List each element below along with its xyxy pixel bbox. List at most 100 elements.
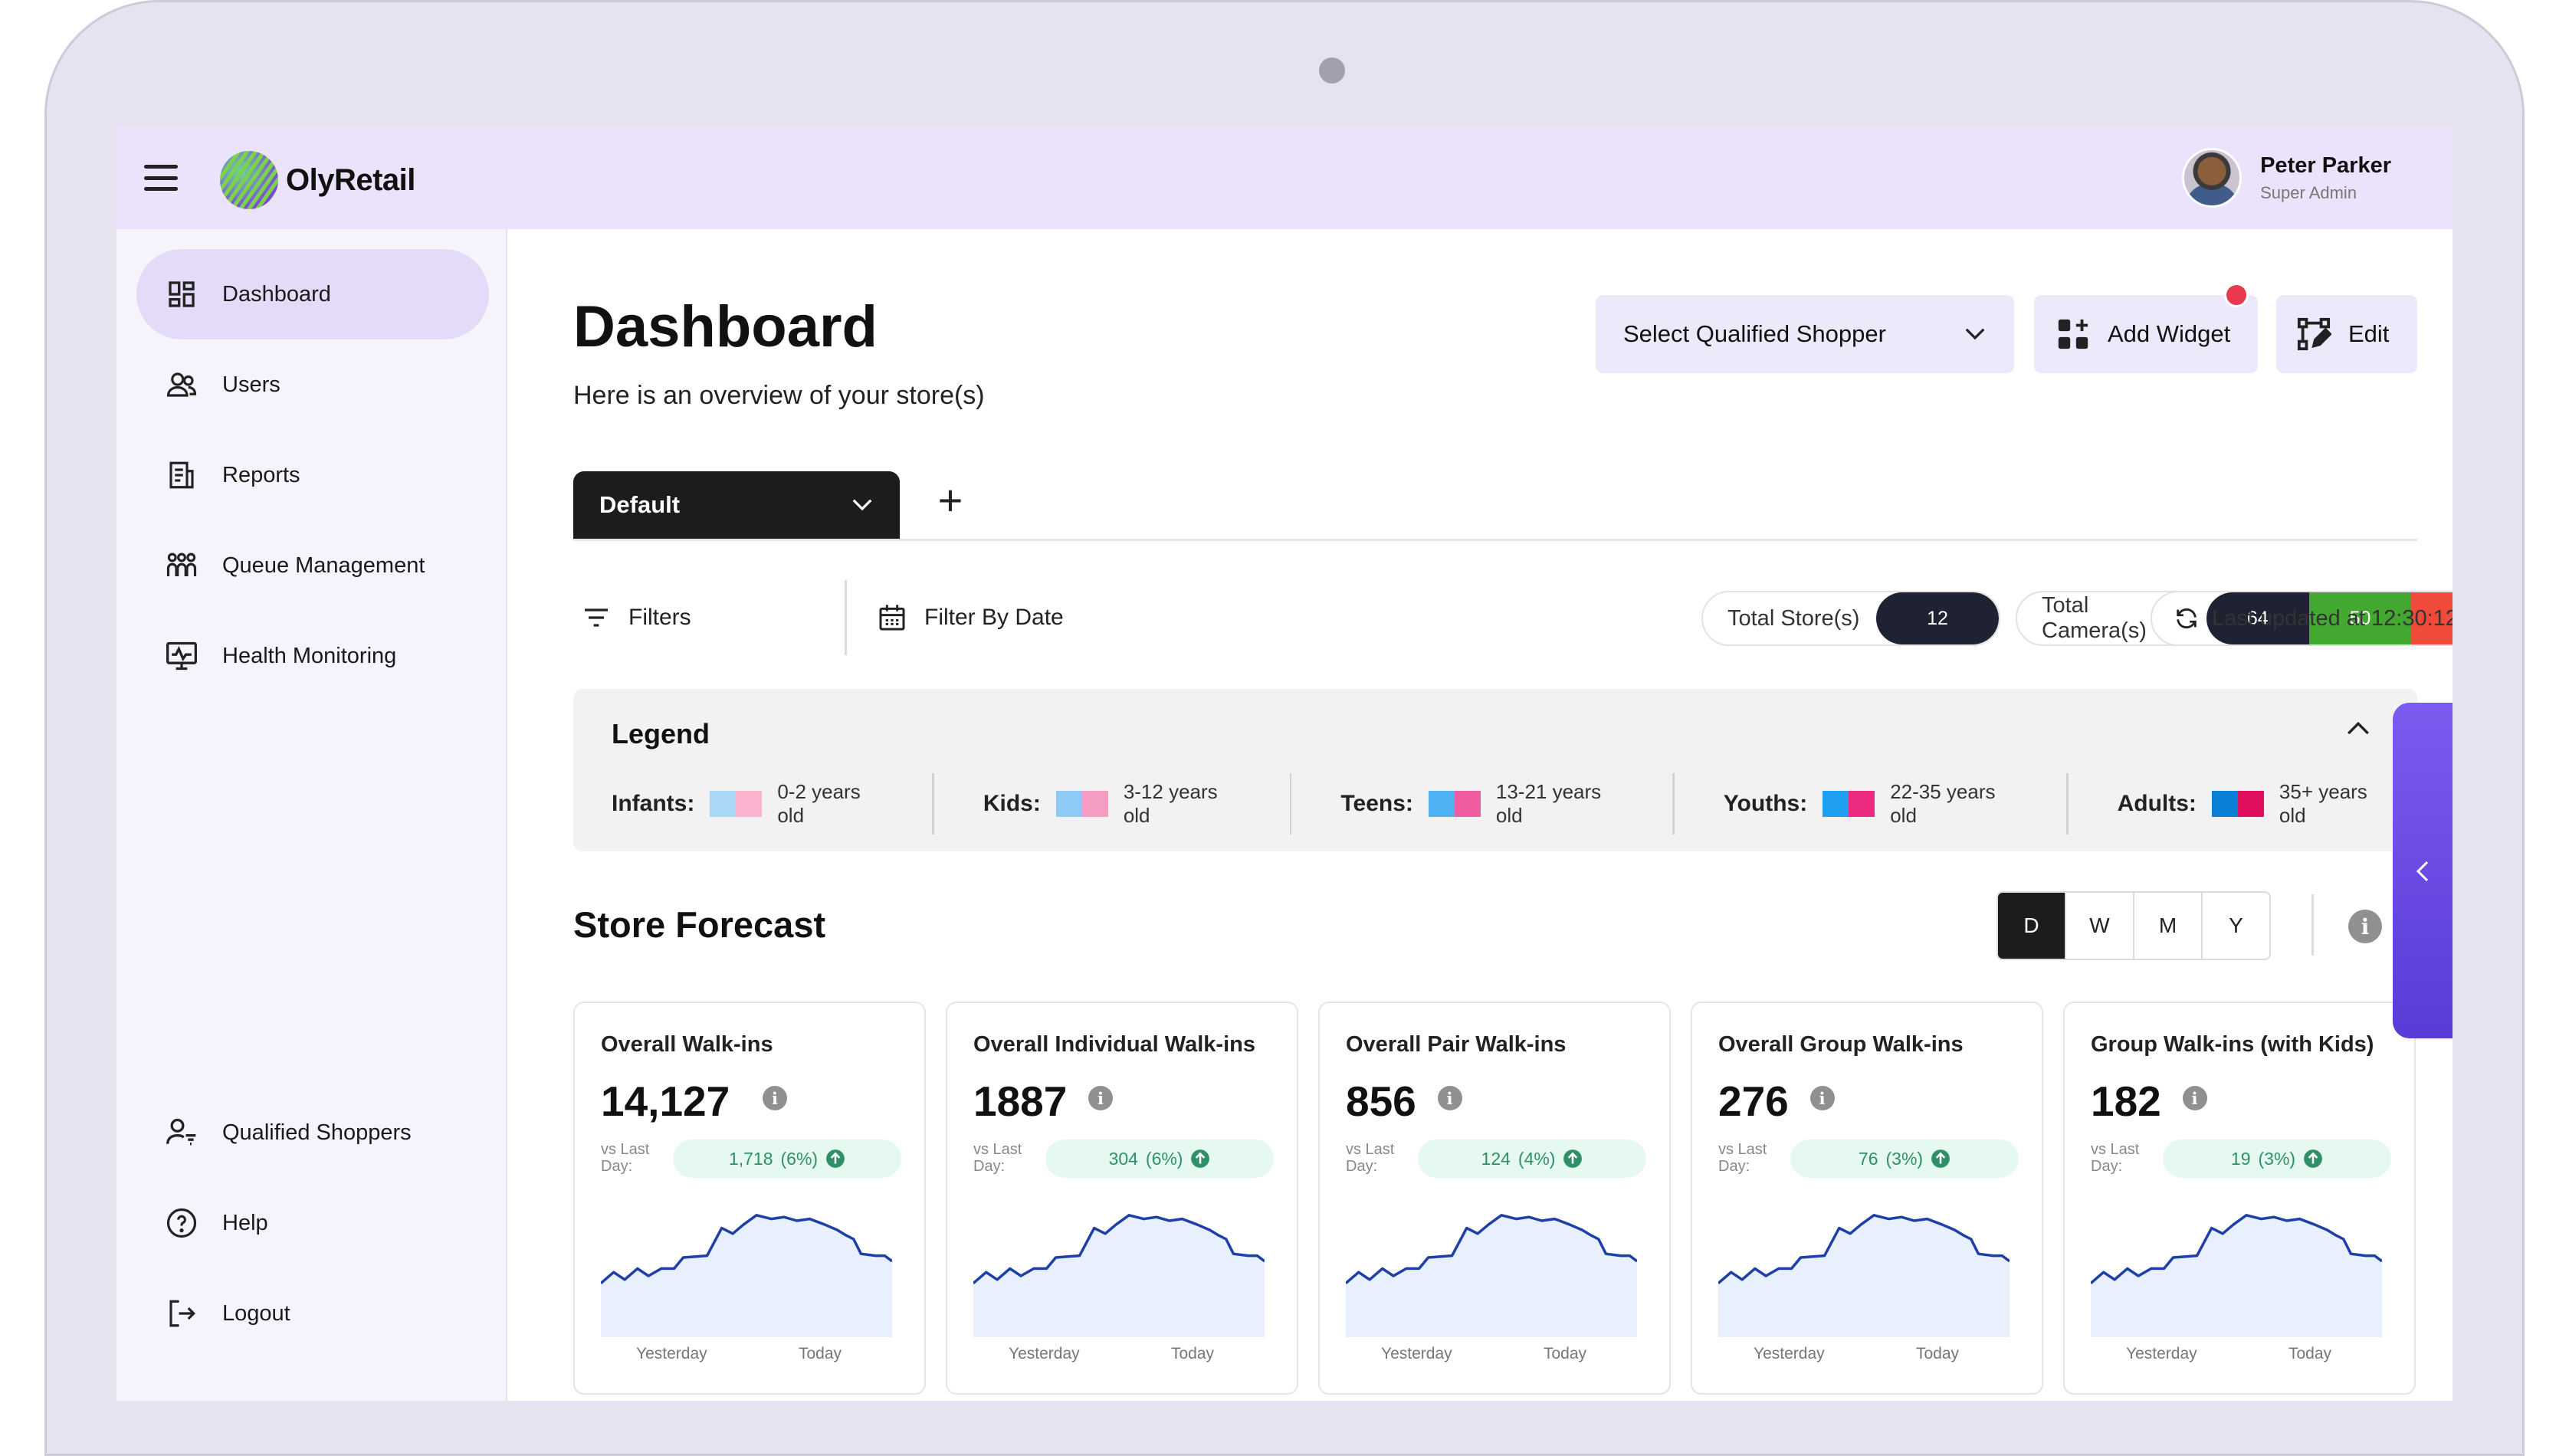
card-value: 276 xyxy=(1718,1077,1789,1125)
sidebar-item-dashboard[interactable]: Dashboard xyxy=(136,249,489,339)
legend-name: Infants: xyxy=(612,791,695,816)
dashboard-icon xyxy=(164,277,199,312)
legend-name: Youths: xyxy=(1723,791,1808,816)
x-label-yesterday: Yesterday xyxy=(2126,1345,2197,1363)
toolbar-divider xyxy=(845,580,847,655)
x-label-yesterday: Yesterday xyxy=(1381,1345,1452,1363)
sidebar-item-queue-management[interactable]: Queue Management xyxy=(136,520,489,611)
change-value: 1,718 xyxy=(728,1148,773,1169)
sidebar-item-health-monitoring[interactable]: Health Monitoring xyxy=(136,611,489,701)
arrow-up-circle-icon xyxy=(1563,1149,1583,1168)
sparkline-chart xyxy=(2091,1214,2382,1337)
legend-name: Adults: xyxy=(2117,791,2197,816)
range-week-button[interactable]: W xyxy=(2065,893,2133,959)
chevron-down-icon xyxy=(1965,328,1985,340)
x-label-today: Today xyxy=(799,1345,842,1363)
sidebar-item-logout[interactable]: Logout xyxy=(136,1268,489,1359)
total-stores-label: Total Store(s) xyxy=(1727,605,1860,631)
help-icon xyxy=(164,1205,199,1241)
legend-item-kids: Kids: 3-12 years old xyxy=(983,780,1241,828)
sidebar-item-reports[interactable]: Reports xyxy=(136,430,489,520)
sidebar-item-help[interactable]: Help xyxy=(136,1178,489,1268)
change-percent: (4%) xyxy=(1517,1148,1556,1169)
sidebar-item-users[interactable]: Users xyxy=(136,339,489,430)
vs-last-day-label: vs Last Day: xyxy=(1718,1141,1767,1175)
vs-last-day-label: vs Last Day: xyxy=(2091,1141,2140,1175)
health-monitor-icon xyxy=(164,638,199,674)
forecast-card[interactable]: Overall Individual Walk-ins 1887 i vs Last … xyxy=(946,1002,1298,1395)
total-cameras-label: Total Camera(s) xyxy=(2042,593,2147,643)
user-profile[interactable]: Peter Parker Super Admin xyxy=(2182,148,2391,208)
range-month-button[interactable]: M xyxy=(2133,893,2201,959)
info-icon[interactable]: i xyxy=(1809,1086,1835,1110)
change-percent: (6%) xyxy=(780,1148,819,1169)
change-value: 124 xyxy=(1481,1148,1511,1169)
sidebar-item-label: Users xyxy=(222,372,281,397)
change-badge: 304 (6%) xyxy=(1045,1140,1274,1178)
card-value: 182 xyxy=(2091,1077,2161,1125)
info-icon[interactable]: i xyxy=(2348,910,2382,943)
tab-label: Default xyxy=(599,491,681,518)
forecast-card[interactable]: Overall Walk-ins 14,127 i vs Last Day: 1,718… xyxy=(573,1002,926,1395)
info-icon[interactable]: i xyxy=(1088,1086,1113,1110)
legend-divider xyxy=(1672,773,1675,835)
filter-by-date-button[interactable]: Filter By Date xyxy=(877,583,1064,652)
arrow-up-circle-icon xyxy=(1931,1149,1950,1168)
last-updated-pill[interactable]: Last updated at 12:30:12 pm xyxy=(2151,591,2453,646)
legend-item-teens: Teens: 13-21 years old xyxy=(1340,780,1622,828)
vs-last-day-label: vs Last Day: xyxy=(601,1141,650,1175)
side-panel-toggle[interactable] xyxy=(2393,703,2453,1038)
sidebar-item-label: Qualified Shoppers xyxy=(222,1120,412,1145)
tab-default[interactable]: Default xyxy=(573,471,900,539)
info-icon[interactable]: i xyxy=(1437,1086,1462,1110)
card-value: 1887 xyxy=(973,1077,1068,1125)
card-value: 14,127 xyxy=(601,1077,730,1125)
info-icon[interactable]: i xyxy=(763,1086,787,1110)
legend-swatch xyxy=(1055,791,1108,817)
last-updated-text: Last updated at 12:30:12 pm xyxy=(2212,605,2453,631)
sidebar-item-qualified-shoppers[interactable]: Qualified Shoppers xyxy=(136,1087,489,1178)
add-widget-button[interactable]: Add Widget xyxy=(2034,295,2258,373)
app-logo[interactable]: OlyRetail xyxy=(220,151,415,209)
avatar xyxy=(2182,148,2243,208)
legend-panel: Legend Infants: 0-2 years old Kids: 3-12… xyxy=(573,689,2417,851)
change-percent: (6%) xyxy=(1145,1148,1183,1169)
change-value: 19 xyxy=(2230,1148,2251,1169)
device-camera xyxy=(1319,57,1345,84)
logout-icon xyxy=(164,1296,199,1331)
app-screen: OlyRetail Peter Parker Super Admin Dashb… xyxy=(116,126,2453,1401)
edit-button[interactable]: Edit xyxy=(2276,295,2417,373)
forecast-card[interactable]: Overall Group Walk-ins 276 i vs Last Day: 76… xyxy=(1691,1002,2043,1395)
card-title: Overall Individual Walk-ins xyxy=(973,1032,1255,1057)
sparkline-area xyxy=(601,1215,892,1337)
menu-icon[interactable] xyxy=(144,165,178,191)
range-year-button[interactable]: Y xyxy=(2201,893,2269,959)
range-day-button[interactable]: D xyxy=(1998,893,2065,959)
info-icon[interactable]: i xyxy=(2182,1086,2207,1110)
sparkline-line xyxy=(1718,1214,2010,1284)
change-percent: (3%) xyxy=(2258,1148,2296,1169)
x-label-today: Today xyxy=(1544,1345,1587,1363)
legend-items: Infants: 0-2 years old Kids: 3-12 years … xyxy=(612,773,2390,835)
filters-button[interactable]: Filters xyxy=(573,583,691,652)
legend-age: 3-12 years old xyxy=(1123,780,1218,827)
top-bar: OlyRetail Peter Parker Super Admin xyxy=(116,126,2453,229)
user-name: Peter Parker xyxy=(2260,152,2391,178)
vs-last-day-label: vs Last Day: xyxy=(973,1141,1022,1175)
legend-name: Teens: xyxy=(1340,791,1413,816)
legend-swatch xyxy=(2211,791,2264,817)
sidebar-item-label: Dashboard xyxy=(222,281,331,307)
add-tab-button[interactable]: + xyxy=(937,476,963,524)
chevron-up-icon[interactable] xyxy=(2345,720,2371,736)
page-subtitle: Here is an overview of your store(s) xyxy=(573,381,985,410)
sidebar-item-label: Logout xyxy=(222,1300,290,1326)
add-widget-label: Add Widget xyxy=(2108,320,2231,347)
sparkline-chart xyxy=(1718,1214,2010,1337)
change-badge: 19 (3%) xyxy=(2163,1140,2391,1178)
forecast-card[interactable]: Overall Pair Walk-ins 856 i vs Last Day: 124… xyxy=(1318,1002,1671,1395)
chevron-down-icon xyxy=(852,499,872,511)
sparkline-line xyxy=(601,1214,892,1284)
qualified-shopper-select[interactable]: Select Qualified Shopper xyxy=(1596,295,2014,373)
forecast-card[interactable]: Group Walk-ins (with Kids) 182 i vs Last Da… xyxy=(2063,1002,2416,1395)
card-title: Overall Group Walk-ins xyxy=(1718,1032,1964,1057)
